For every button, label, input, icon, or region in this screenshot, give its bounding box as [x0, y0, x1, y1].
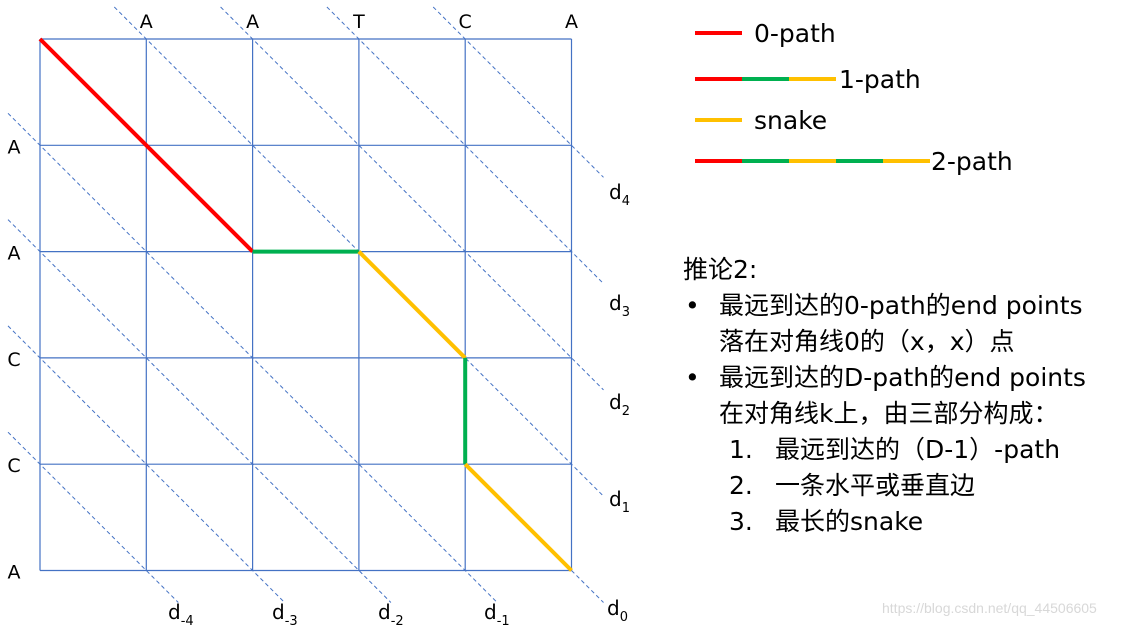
step-number: 2.: [729, 471, 753, 500]
left-sequence-letter: A: [8, 243, 21, 265]
notes-bullets: 最远到达的0-path的end points 落在对角线0的（x，x）点 最远到…: [683, 288, 1086, 432]
legend-label: snake: [754, 106, 827, 135]
diagonal-label: d-4: [168, 600, 194, 629]
left-sequence-letter: A: [8, 562, 21, 584]
path-segment-0-path: [38, 37, 255, 254]
diagonal-line: [220, 6, 604, 391]
diagonal-line: [432, 6, 604, 178]
diagonal-label: d-2: [378, 600, 404, 629]
notes-steps: 1. 最远到达的（D-1）-path 2. 一条水平或垂直边 3. 最长的sna…: [683, 432, 1086, 540]
notes-bullet-line: 最远到达的D-path的end points: [719, 363, 1086, 392]
watermark: https://blog.csdn.net/qq_44506605: [882, 600, 1097, 616]
top-sequence-letter: C: [459, 11, 472, 33]
diagonal-label: d2: [609, 390, 630, 419]
step-text: 一条水平或垂直边: [775, 471, 976, 500]
diagonal-line: [7, 219, 392, 603]
top-sequence-letter: A: [246, 11, 259, 33]
step-number: 1.: [729, 435, 753, 464]
notes-bullet-line: 最远到达的0-path的end points: [719, 291, 1083, 320]
path-segment-snake: [463, 462, 573, 572]
left-sequence-letter: C: [7, 349, 20, 371]
notes-bullet: 最远到达的0-path的end points 落在对角线0的（x，x）点: [683, 288, 1086, 360]
notes-step: 2. 一条水平或垂直边: [729, 468, 1086, 504]
notes-title: 推论2:: [683, 255, 758, 284]
left-sequence-labels: A A C C A: [7, 136, 20, 583]
top-sequence-letter: T: [352, 11, 365, 33]
left-sequence-letter: C: [7, 455, 20, 477]
path-segment-snake: [357, 250, 467, 360]
diagonal-line: [7, 325, 285, 603]
diagonal-line: [326, 6, 604, 284]
legend-label: 0-path: [754, 19, 836, 48]
notes-bullet-line: 落在对角线0的（x，x）点: [719, 327, 1015, 356]
notes-step: 1. 最远到达的（D-1）-path: [729, 432, 1086, 468]
left-sequence-letter: A: [8, 136, 21, 158]
legend-label: 2-path: [931, 147, 1013, 176]
diagonal-line: [7, 431, 179, 603]
d-path: [38, 37, 573, 572]
diagonal-label: d-3: [272, 600, 298, 629]
notes-step: 3. 最长的snake: [729, 504, 1086, 540]
diagonal-label: d4: [609, 180, 630, 209]
notes-bullet: 最远到达的D-path的end points 在对角线k上，由三部分构成：: [683, 360, 1086, 432]
top-sequence-letter: A: [565, 11, 578, 33]
corollary-notes: 推论2: 最远到达的0-path的end points 落在对角线0的（x，x）…: [683, 252, 1086, 540]
legend-label: 1-path: [839, 65, 921, 94]
diagonal-label: d1: [609, 487, 630, 516]
diagonal-label: d3: [609, 291, 630, 320]
step-text: 最长的snake: [775, 507, 924, 536]
diagonal-labels: d-4 d-3 d-2 d-1 d0 d1 d2 d3 d4: [168, 180, 630, 629]
step-number: 3.: [729, 507, 753, 536]
top-sequence-letter: A: [140, 11, 153, 33]
diagonal-label: d-1: [484, 600, 510, 629]
notes-bullet-line: 在对角线k上，由三部分构成：: [719, 399, 1059, 428]
step-text: 最远到达的（D-1）-path: [775, 435, 1061, 464]
diagonal-line: [571, 570, 604, 603]
diagonal-label: d0: [607, 596, 628, 625]
